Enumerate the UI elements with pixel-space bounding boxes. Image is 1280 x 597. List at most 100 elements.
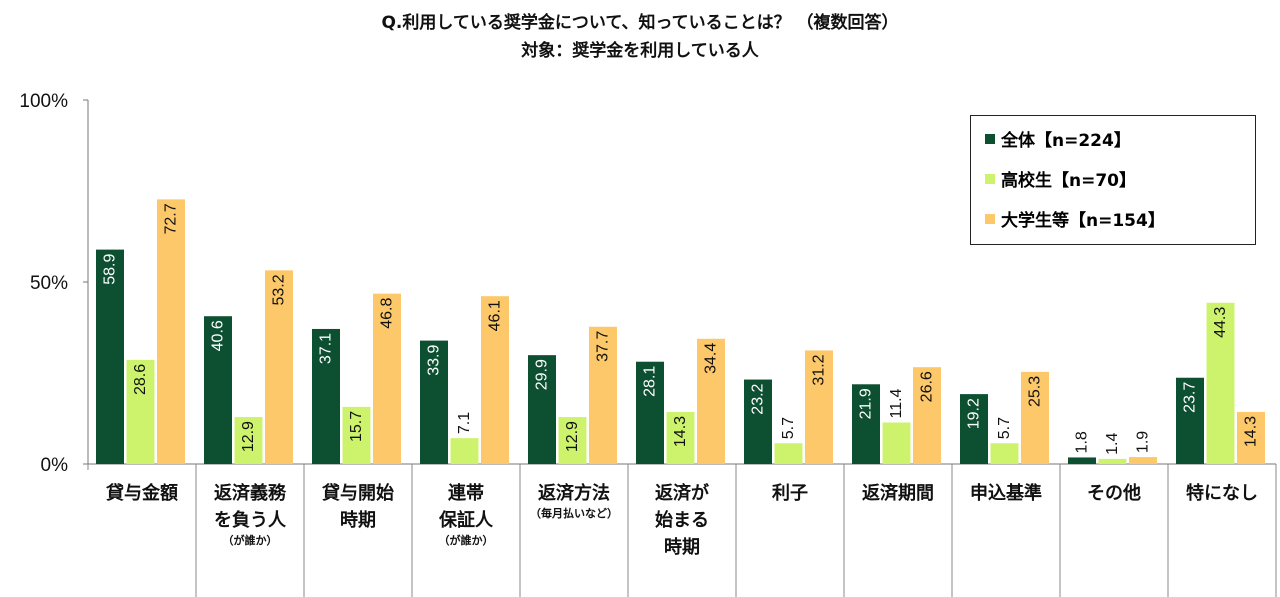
bar	[697, 338, 725, 464]
bar	[852, 384, 880, 464]
bar	[1098, 458, 1127, 464]
bar	[1176, 377, 1204, 464]
bar	[373, 293, 401, 464]
data-label: 5.7	[996, 417, 1013, 439]
bar	[157, 199, 185, 464]
data-label: 23.7	[1182, 382, 1199, 413]
category-name: 連帯 保証人	[439, 483, 493, 531]
category-note: （毎月払いなど）	[530, 507, 618, 520]
bar	[342, 406, 371, 464]
category-name: その他	[1087, 483, 1141, 504]
data-label: 26.6	[919, 371, 936, 402]
data-label: 29.9	[534, 359, 551, 390]
data-label: 1.4	[1104, 433, 1121, 455]
data-label: 53.2	[271, 274, 288, 305]
category-label: 貸与開始 時期	[304, 480, 412, 534]
category-note: （が誰か）	[438, 534, 494, 547]
bar	[960, 394, 988, 464]
category-name: 返済方法	[538, 483, 610, 504]
data-label: 11.4	[888, 388, 905, 418]
y-tick-label: 50%	[30, 273, 68, 294]
data-label: 31.2	[811, 354, 828, 385]
category-name: 貸与開始 時期	[322, 483, 394, 531]
y-tick-label: 100%	[19, 91, 68, 112]
data-label: 15.7	[348, 411, 365, 442]
data-label: 14.3	[672, 416, 689, 447]
category-name: 申込基準	[970, 483, 1042, 504]
bar	[558, 417, 587, 464]
bar	[1237, 411, 1265, 464]
data-label: 12.9	[564, 421, 581, 452]
data-label: 14.3	[1243, 416, 1260, 447]
bar	[1129, 457, 1157, 464]
data-label: 37.7	[595, 331, 612, 362]
data-label: 19.2	[966, 398, 983, 429]
data-label: 46.8	[379, 298, 396, 329]
bar	[990, 443, 1019, 464]
data-label: 58.9	[102, 254, 119, 285]
bar	[420, 340, 448, 464]
bar	[666, 411, 695, 464]
category-label: 返済期間	[844, 480, 952, 507]
data-label: 37.1	[318, 333, 335, 364]
data-label: 12.9	[240, 421, 257, 452]
bar	[744, 379, 772, 464]
data-label: 34.4	[703, 343, 720, 374]
bar	[1068, 457, 1096, 464]
bar	[312, 328, 340, 464]
data-label: 44.3	[1212, 307, 1229, 338]
bar	[805, 350, 833, 464]
category-name: 返済義務 を負う人	[214, 483, 286, 531]
bar	[882, 422, 911, 464]
chart-title: Q.利用している奨学金について、知っていることは？ （複数回答）	[381, 13, 899, 33]
chart-subtitle: 対象：奨学金を利用している人	[521, 41, 759, 61]
bar	[913, 367, 941, 464]
legend-label: 高校生【n=70】	[1001, 171, 1137, 191]
bar	[204, 316, 232, 464]
legend-swatch	[985, 213, 995, 224]
category-name: 貸与金額	[106, 483, 178, 504]
bar	[636, 361, 664, 464]
category-label: 貸与金額	[88, 480, 196, 507]
bar	[774, 443, 803, 464]
category-label: 利子	[736, 480, 844, 507]
category-name: 返済期間	[862, 483, 934, 504]
bar	[1021, 371, 1049, 464]
category-label: 返済義務 を負う人 （が誰か）	[196, 480, 304, 548]
data-label: 1.8	[1074, 431, 1091, 453]
data-label: 25.3	[1027, 376, 1044, 407]
data-label: 40.6	[210, 320, 227, 351]
category-note: （が誰か）	[222, 534, 278, 547]
category-label: 返済が 始まる 時期	[628, 480, 736, 561]
legend-swatch	[985, 173, 995, 184]
category-name: 利子	[772, 483, 808, 504]
bar	[126, 359, 155, 464]
legend-label: 大学生等【n=154】	[1001, 211, 1165, 231]
legend-swatch	[985, 133, 995, 144]
category-name: 特になし	[1186, 483, 1258, 504]
data-label: 21.9	[858, 388, 875, 419]
bar	[481, 296, 509, 464]
data-label: 5.7	[780, 417, 797, 439]
category-label: 申込基準	[952, 480, 1060, 507]
data-label: 1.9	[1135, 431, 1152, 453]
category-label: 特になし	[1168, 480, 1276, 507]
legend: 全体【n=224】 高校生【n=70】大学生等【n=154】	[970, 115, 1256, 245]
data-label: 28.6	[132, 364, 149, 395]
legend-label: 全体【n=224】	[1001, 131, 1131, 151]
bar	[1206, 302, 1235, 464]
category-name: 返済が 始まる 時期	[655, 483, 709, 558]
data-label: 7.1	[456, 412, 473, 434]
bar	[589, 326, 617, 464]
category-label: その他	[1060, 480, 1168, 507]
bar	[528, 355, 556, 464]
bar	[234, 417, 263, 464]
legend-item: 高校生【n=70】	[985, 166, 1136, 191]
bar	[265, 270, 293, 464]
bar	[96, 249, 124, 464]
data-label: 28.1	[642, 366, 659, 397]
bar	[450, 438, 479, 464]
data-label: 72.7	[163, 203, 180, 234]
legend-item: 全体【n=224】	[985, 126, 1131, 151]
